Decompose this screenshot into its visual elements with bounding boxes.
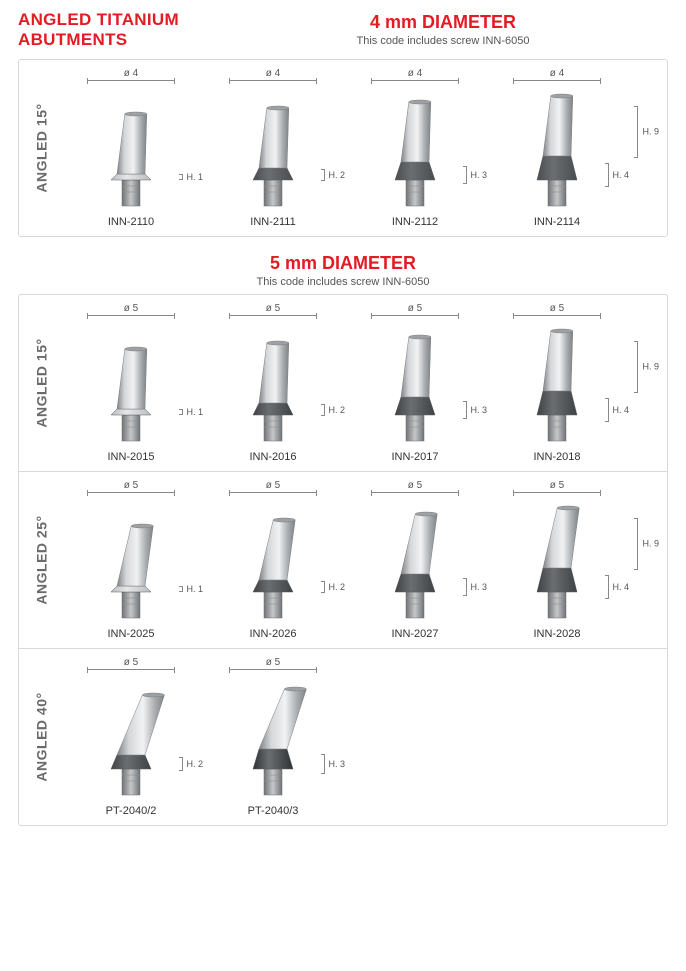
title-l2: ABUTMENTS xyxy=(18,30,127,49)
abutment-graphic: H. 1 xyxy=(87,502,175,622)
height-label: H. 3 xyxy=(470,405,487,415)
overall-height-label: H. 9 xyxy=(634,341,659,393)
abutment-item: ø 5 xyxy=(497,303,617,463)
product-code: INN-2025 xyxy=(107,628,154,640)
diameter-label: ø 5 xyxy=(229,657,317,677)
abutment-item: ø 5 xyxy=(213,657,333,817)
abutment-graphic: H. 2 xyxy=(229,325,317,445)
abutment-graphic: H. 4 xyxy=(513,90,601,210)
abutment-graphic: H. 4 xyxy=(513,502,601,622)
product-code: INN-2015 xyxy=(107,451,154,463)
title-l1: ANGLED TITANIUM xyxy=(18,10,179,29)
height-label: H. 3 xyxy=(470,170,487,180)
abutment-item: ø 4 xyxy=(213,68,333,228)
diameter-label: ø 4 xyxy=(229,68,317,88)
diameter-label: ø 5 xyxy=(513,480,601,500)
product-code: INN-2027 xyxy=(391,628,438,640)
abutment-item: ø 5 xyxy=(355,303,475,463)
height-label: H. 1 xyxy=(186,407,203,417)
abutment-graphic: H. 3 xyxy=(229,679,317,799)
diameter-label: ø 5 xyxy=(87,480,175,500)
abutment-item: ø 4 xyxy=(497,68,617,228)
abutment-graphic: H. 1 xyxy=(87,90,175,210)
overall-height-label: H. 9 xyxy=(634,106,659,158)
section-panel-4mm: ANGLED 15° ø 4 xyxy=(18,59,668,237)
abutment-item: ø 4 xyxy=(71,68,191,228)
height-label: H. 1 xyxy=(186,172,203,182)
height-label: H. 3 xyxy=(470,582,487,592)
product-code: PT-2040/2 xyxy=(106,805,157,817)
height-label: H. 2 xyxy=(186,759,203,769)
abutment-item: ø 5 xyxy=(71,303,191,463)
product-code: INN-2026 xyxy=(249,628,296,640)
abutment-graphic: H. 2 xyxy=(229,502,317,622)
page-title: ANGLED TITANIUM ABUTMENTS xyxy=(18,10,218,49)
abutment-graphic: H. 4 xyxy=(513,325,601,445)
abutment-item: ø 4 xyxy=(355,68,475,228)
abutment-graphic: H. 2 xyxy=(229,90,317,210)
abutment-graphic: H. 3 xyxy=(371,90,459,210)
product-code: INN-2112 xyxy=(392,216,438,228)
angle-label: ANGLED 15° xyxy=(34,339,50,428)
diameter-label: ø 5 xyxy=(371,303,459,323)
section-panel-5mm: ANGLED 15° ø 5 xyxy=(18,294,668,826)
height-label: H. 2 xyxy=(328,405,345,415)
diameter-label: ø 4 xyxy=(371,68,459,88)
height-label: H. 4 xyxy=(612,170,629,180)
abutment-graphic: H. 2 xyxy=(87,679,175,799)
height-label: H. 4 xyxy=(612,405,629,415)
diameter-label: ø 5 xyxy=(87,657,175,677)
product-code: PT-2040/3 xyxy=(248,805,299,817)
angle-label: ANGLED 40° xyxy=(34,693,50,782)
product-code: INN-2016 xyxy=(249,451,296,463)
diameter-label: ø 4 xyxy=(513,68,601,88)
height-label: H. 2 xyxy=(328,582,345,592)
section-header-0: 4 mm DIAMETER xyxy=(218,12,668,33)
angle-label: ANGLED 15° xyxy=(34,104,50,193)
diameter-label: ø 5 xyxy=(87,303,175,323)
diameter-label: ø 5 xyxy=(371,480,459,500)
abutment-item: ø 5 xyxy=(213,480,333,640)
abutment-graphic: H. 3 xyxy=(371,325,459,445)
abutment-graphic: H. 3 xyxy=(371,502,459,622)
section-note-1: This code includes screw INN-6050 xyxy=(18,276,668,288)
overall-height-label: H. 9 xyxy=(634,518,659,570)
height-label: H. 4 xyxy=(612,582,629,592)
product-code: INN-2111 xyxy=(250,216,295,228)
product-code: INN-2110 xyxy=(108,216,154,228)
section-note-0: This code includes screw INN-6050 xyxy=(218,35,668,47)
abutment-item: ø 5 xyxy=(71,480,191,640)
height-label: H. 1 xyxy=(186,584,203,594)
angle-label: ANGLED 25° xyxy=(34,516,50,605)
product-code: INN-2017 xyxy=(391,451,438,463)
diameter-label: ø 4 xyxy=(87,68,175,88)
abutment-item: ø 5 xyxy=(71,657,191,817)
abutment-item: ø 5 xyxy=(213,303,333,463)
section-header-1: 5 mm DIAMETER xyxy=(18,253,668,274)
abutment-item: ø 5 xyxy=(497,480,617,640)
product-code: INN-2114 xyxy=(534,216,580,228)
product-code: INN-2018 xyxy=(533,451,580,463)
height-label: H. 3 xyxy=(328,759,345,769)
product-code: INN-2028 xyxy=(533,628,580,640)
diameter-label: ø 5 xyxy=(229,303,317,323)
abutment-graphic: H. 1 xyxy=(87,325,175,445)
abutment-item: ø 5 xyxy=(355,480,475,640)
height-label: H. 2 xyxy=(328,170,345,180)
diameter-label: ø 5 xyxy=(513,303,601,323)
diameter-label: ø 5 xyxy=(229,480,317,500)
